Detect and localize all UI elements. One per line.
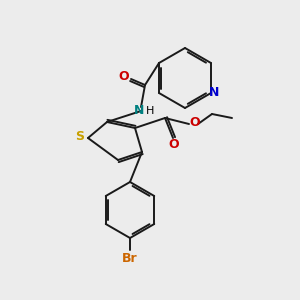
Text: O: O xyxy=(169,139,179,152)
Text: O: O xyxy=(119,70,129,83)
Text: H: H xyxy=(146,106,154,116)
Text: O: O xyxy=(190,116,200,128)
Text: N: N xyxy=(134,104,144,118)
Text: N: N xyxy=(209,86,219,100)
Text: Br: Br xyxy=(122,251,138,265)
Text: S: S xyxy=(76,130,85,143)
